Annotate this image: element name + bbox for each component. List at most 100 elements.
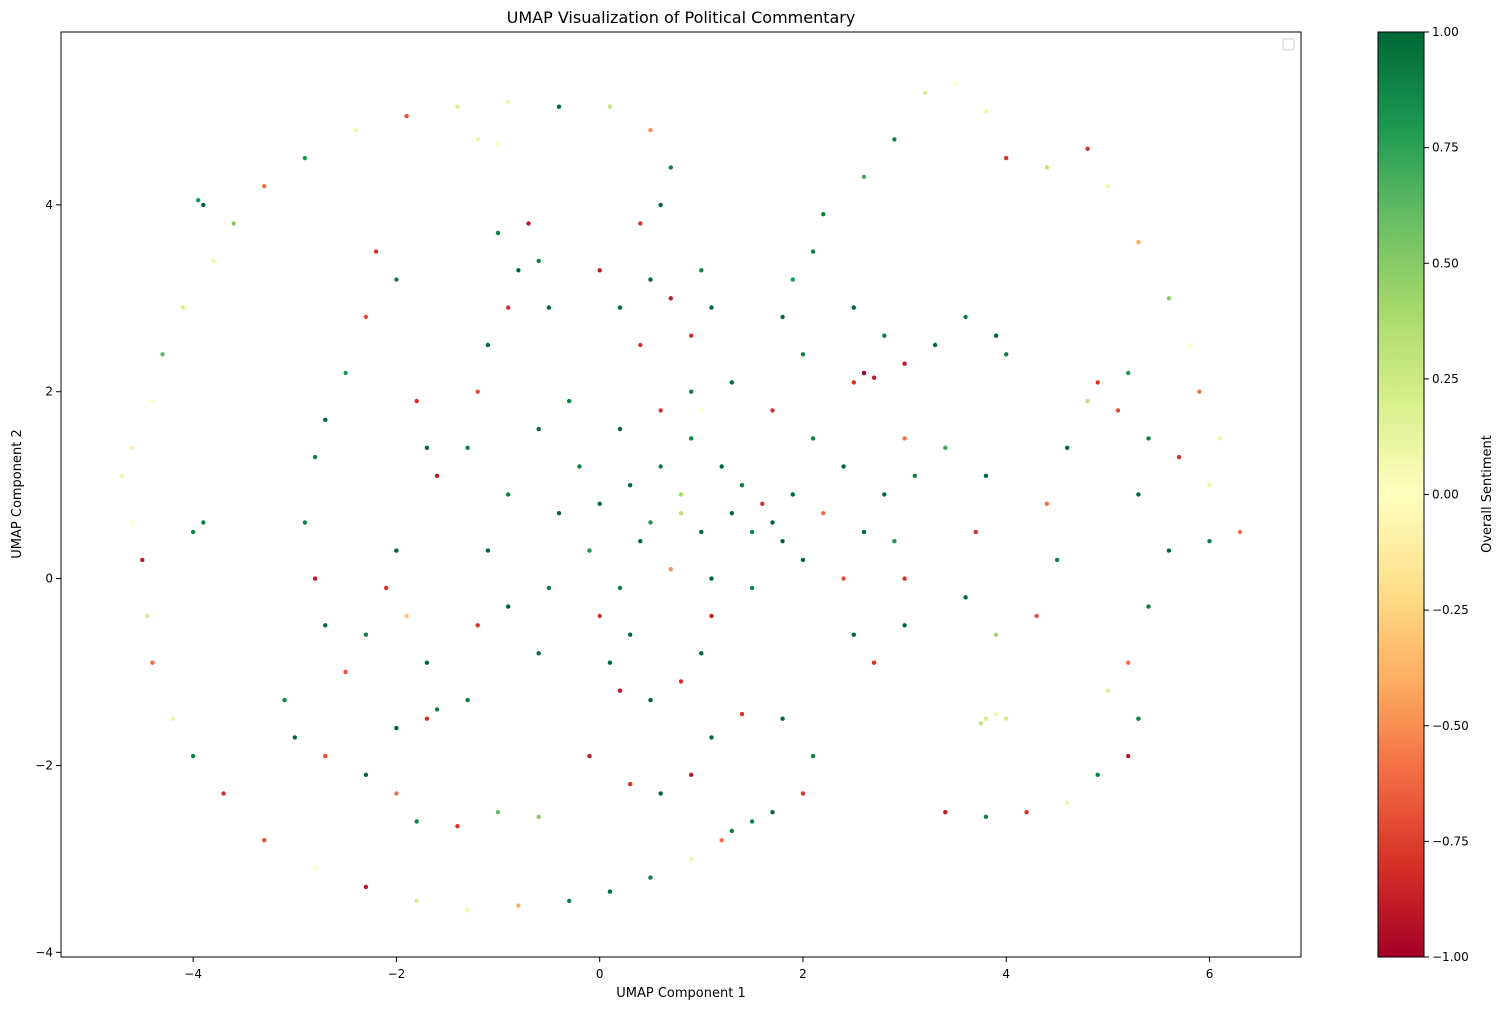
scatter-point	[1054, 557, 1060, 563]
scatter-point	[455, 824, 460, 829]
legend-box	[1282, 38, 1295, 51]
scatter-point	[943, 445, 948, 450]
scatter-point	[196, 198, 201, 203]
y-tick-label: 4	[45, 198, 53, 212]
scatter-point	[190, 753, 196, 759]
y-axis-label: UMAP Component 2	[10, 429, 25, 558]
scatter-point	[1044, 501, 1050, 506]
scatter-point	[434, 707, 440, 712]
scatter-point	[516, 268, 521, 273]
scatter-point	[892, 137, 897, 142]
scatter-point	[739, 483, 745, 488]
scatter-point	[699, 651, 704, 656]
scatter-point	[668, 165, 673, 170]
scatter-point	[597, 613, 602, 619]
scatter-point	[140, 557, 145, 563]
scatter-point	[963, 595, 968, 600]
scatter-point	[536, 814, 541, 819]
x-axis-label: UMAP Component 1	[616, 986, 745, 1001]
scatter-point	[211, 258, 216, 264]
scatter-point	[180, 305, 186, 310]
scatter-point	[871, 375, 877, 380]
scatter-point	[1166, 548, 1172, 553]
scatter-point	[729, 511, 734, 516]
scatter-point	[546, 585, 552, 591]
scatter-point	[1095, 772, 1100, 777]
scatter-point	[1085, 398, 1090, 404]
x-tick-label: 0	[596, 967, 604, 981]
scatter-point	[699, 408, 704, 413]
scatter-point	[770, 810, 775, 815]
scatter-point	[719, 838, 724, 843]
scatter-point	[485, 548, 491, 553]
colorbar-tick-label: 0.50	[1432, 256, 1459, 270]
scatter-point	[983, 473, 989, 478]
scatter-point	[780, 716, 785, 721]
scatter-point	[1237, 529, 1243, 535]
scatter-point	[628, 781, 633, 787]
scatter-point	[973, 529, 978, 535]
scatter-point	[384, 585, 389, 591]
scatter-point	[1004, 155, 1009, 161]
scatter-point	[221, 791, 226, 796]
scatter-point	[1044, 165, 1050, 170]
scatter-point	[709, 735, 714, 740]
scatter-point	[506, 492, 511, 497]
scatter-point	[567, 398, 572, 404]
scatter-point	[363, 314, 369, 320]
scatter-point	[1105, 184, 1111, 189]
scatter-point	[1146, 436, 1151, 441]
x-tick-label: 2	[799, 967, 807, 981]
scatter-point	[373, 249, 379, 254]
scatter-point	[323, 753, 328, 759]
scatter-point	[607, 889, 613, 894]
scatter-point	[475, 623, 480, 628]
x-tick-label: −4	[184, 967, 202, 981]
y-axis: −4 −2 0 2 4	[35, 198, 61, 959]
points-layer	[119, 81, 1243, 913]
scatter-point	[912, 473, 917, 478]
scatter-point	[648, 277, 653, 282]
scatter-point	[434, 473, 440, 478]
scatter-point	[414, 898, 419, 904]
scatter-point	[1085, 146, 1090, 151]
scatter-point	[1065, 445, 1070, 450]
scatter-point	[617, 426, 623, 432]
scatter-point	[119, 473, 125, 478]
scatter-point	[739, 711, 745, 717]
scatter-point	[993, 632, 999, 637]
y-tick-label: −4	[35, 945, 53, 959]
scatter-point	[465, 908, 470, 913]
scatter-point	[821, 212, 826, 217]
scatter-point	[668, 567, 673, 572]
scatter-point	[882, 492, 887, 497]
colorbar-tick-label: −0.75	[1432, 834, 1469, 848]
scatter-point	[668, 296, 673, 301]
scatter-point	[394, 725, 399, 731]
scatter-point	[1197, 389, 1202, 394]
scatter-point	[628, 632, 633, 637]
colorbar	[1377, 31, 1425, 958]
scatter-point	[363, 632, 369, 637]
scatter-point	[689, 436, 694, 441]
scatter-point	[363, 772, 369, 777]
scatter-point	[302, 155, 308, 161]
scatter-point	[394, 791, 399, 796]
scatter-point	[556, 511, 562, 516]
scatter-point	[323, 417, 328, 422]
scatter-point	[536, 651, 541, 656]
scatter-point	[424, 716, 430, 721]
scatter-point	[312, 866, 318, 871]
scatter-point	[978, 721, 983, 726]
scatter-point	[526, 221, 531, 226]
scatter-point	[617, 305, 623, 310]
scatter-point	[851, 380, 856, 385]
scatter-point	[810, 249, 816, 254]
scatter-point	[587, 753, 592, 759]
scatter-point	[506, 99, 511, 105]
scatter-point	[170, 716, 175, 721]
scatter-point	[800, 791, 806, 796]
scatter-point	[638, 342, 643, 348]
scatter-point	[922, 90, 928, 95]
scatter-point	[424, 660, 430, 665]
